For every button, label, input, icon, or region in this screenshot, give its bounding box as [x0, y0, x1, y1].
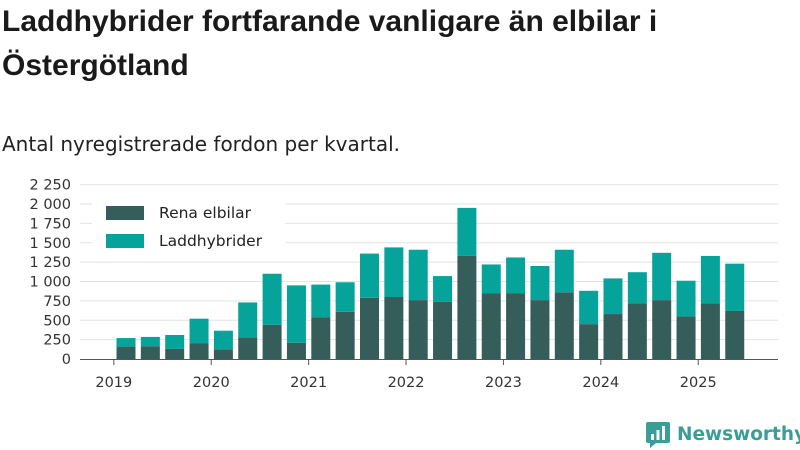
y-tick-label: 1 500 [29, 236, 71, 252]
bar-rena-elbilar [481, 293, 501, 359]
bar-laddhybrider [725, 263, 745, 311]
bar-rena-elbilar [603, 314, 623, 359]
x-tick-label: 2019 [95, 375, 132, 391]
bar-laddhybrider [262, 273, 282, 325]
newsworthy-logo: Newsworthy [645, 419, 800, 449]
chart-title: Laddhybrider fortfarande vanligare än el… [2, 5, 658, 82]
y-tick-label: 250 [43, 333, 71, 349]
bar-laddhybrider [116, 338, 136, 347]
bar-laddhybrider [652, 252, 672, 301]
bar-rena-elbilar [286, 342, 306, 359]
bar-laddhybrider [457, 207, 477, 256]
x-axis: 2019 2020 2021 2022 2023 2024 2025 [80, 359, 778, 391]
bar-laddhybrider [481, 264, 501, 294]
bar-laddhybrider [676, 280, 696, 317]
x-tick-label: 2020 [193, 375, 230, 391]
bar-laddhybrider [506, 257, 526, 294]
bar-rena-elbilar [676, 316, 696, 359]
bar-rena-elbilar [530, 300, 550, 359]
bar-rena-elbilar [554, 292, 574, 359]
y-tick-label: 1 250 [29, 255, 71, 271]
bar-rena-elbilar [335, 311, 355, 359]
bar-rena-elbilar [725, 310, 745, 359]
bar-rena-elbilar [213, 349, 233, 359]
chart-subtitle: Antal nyregistrerade fordon per kvartal. [2, 132, 401, 156]
legend-swatch-rena-elbilar [106, 206, 144, 220]
x-tick-label: 2021 [290, 375, 327, 391]
bar-laddhybrider [140, 336, 160, 347]
x-tick-label: 2024 [582, 375, 619, 391]
bar-laddhybrider [335, 282, 355, 312]
bar-rena-elbilar [165, 348, 185, 359]
bar-rena-elbilar [189, 343, 209, 359]
y-tick-label: 2 250 [29, 178, 71, 194]
y-tick-label: 1 000 [29, 275, 71, 291]
bar-laddhybrider [384, 247, 404, 297]
bar-laddhybrider [530, 266, 550, 301]
bar-laddhybrider [603, 278, 623, 315]
bar-laddhybrider [554, 249, 574, 293]
bar-rena-elbilar [238, 337, 258, 359]
x-tick-label: 2025 [680, 375, 717, 391]
bar-rena-elbilar [700, 303, 720, 359]
bar-rena-elbilar [116, 346, 136, 359]
bar-laddhybrider [627, 272, 647, 304]
bar-laddhybrider [238, 302, 258, 338]
bar-laddhybrider [311, 284, 331, 318]
bar-laddhybrider [408, 249, 428, 301]
bar-laddhybrider [286, 285, 306, 343]
y-tick-label: 1 750 [29, 216, 71, 232]
x-tick-label: 2023 [485, 375, 522, 391]
bar-laddhybrider [189, 318, 209, 344]
y-tick-label: 750 [43, 294, 71, 310]
bar-laddhybrider [360, 253, 379, 298]
brand-name: Newsworthy [677, 423, 800, 445]
x-tick-label: 2022 [388, 375, 425, 391]
bar-rena-elbilar [433, 301, 453, 359]
bar-laddhybrider [700, 255, 720, 304]
legend-label-rena-elbilar: Rena elbilar [159, 204, 252, 222]
y-tick-label: 2 000 [29, 197, 71, 213]
bar-rena-elbilar [506, 293, 526, 359]
bar-rena-elbilar [262, 324, 282, 359]
bar-rena-elbilar [140, 346, 160, 359]
y-tick-label: 500 [43, 313, 71, 329]
legend-swatch-laddhybrider [106, 234, 144, 248]
bar-rena-elbilar [311, 317, 331, 359]
bar-rena-elbilar [627, 303, 647, 359]
bar-rena-elbilar [360, 297, 379, 359]
newsworthy-icon [646, 422, 670, 448]
bar-laddhybrider [165, 334, 185, 349]
legend-label-laddhybrider: Laddhybrider [159, 232, 263, 250]
bar-rena-elbilar [652, 300, 672, 359]
bar-rena-elbilar [384, 297, 404, 359]
bar-laddhybrider [213, 330, 233, 350]
bar-laddhybrider [433, 276, 453, 302]
bar-rena-elbilar [457, 255, 477, 359]
y-axis-labels: 0 250 500 750 1 000 1 250 1 500 1 750 2 000 2 250 [29, 178, 71, 368]
bar-rena-elbilar [408, 300, 428, 359]
bar-laddhybrider [579, 290, 599, 325]
bars [116, 207, 745, 359]
legend: Rena elbilar Laddhybrider [92, 196, 285, 258]
bar-rena-elbilar [579, 324, 599, 359]
y-tick-label: 0 [62, 352, 71, 368]
